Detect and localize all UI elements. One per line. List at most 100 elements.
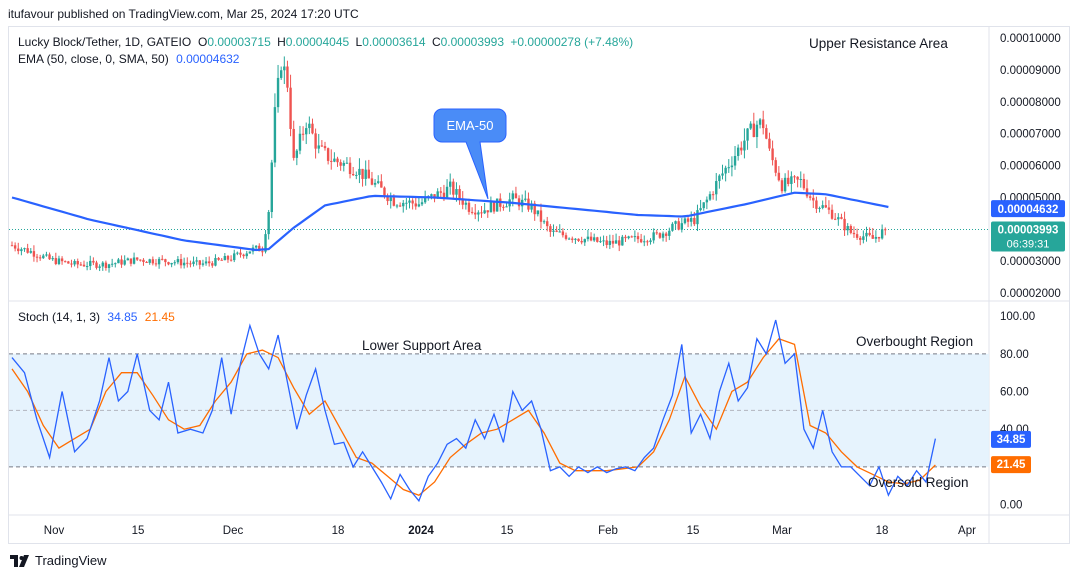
candle-body xyxy=(336,158,339,163)
candle-body xyxy=(126,258,130,261)
candle-body xyxy=(605,240,608,245)
candle-body xyxy=(733,156,737,166)
candle-body xyxy=(383,187,386,197)
candle-body xyxy=(110,263,114,265)
candle-body xyxy=(859,237,862,240)
candle-body xyxy=(98,266,101,268)
candle-body xyxy=(114,263,117,265)
candle-body xyxy=(668,230,671,236)
price-tick-label: 0.00002000 xyxy=(1000,288,1061,300)
legend-o-label: O xyxy=(198,35,207,49)
candle-body xyxy=(207,261,211,264)
candle-body xyxy=(270,162,273,213)
candle-body xyxy=(592,237,596,241)
candle-body xyxy=(771,148,774,161)
candle-body xyxy=(408,200,411,203)
published-header: itufavour published on TradingView.com, … xyxy=(8,7,359,21)
candle-body xyxy=(589,236,593,241)
candle-body xyxy=(157,258,161,265)
candle-body xyxy=(549,226,552,232)
candle-body xyxy=(652,232,655,241)
candle-body xyxy=(583,239,586,243)
time-tick-label: Mar xyxy=(772,525,792,537)
candle-body xyxy=(758,119,762,125)
candle-body xyxy=(489,202,493,213)
candle-body xyxy=(13,245,17,249)
candle-body xyxy=(449,181,452,187)
candle-body xyxy=(279,70,283,78)
time-tick-label: Feb xyxy=(598,525,618,537)
candle-body xyxy=(536,210,540,215)
candle-body xyxy=(367,169,371,179)
candle-body xyxy=(868,232,871,236)
candle-body xyxy=(245,253,248,257)
tradingview-footer[interactable]: TradingView xyxy=(10,553,107,568)
candle-body xyxy=(430,194,433,197)
candle-body xyxy=(608,240,612,245)
candle-body xyxy=(57,258,61,265)
candle-body xyxy=(405,202,408,204)
candle-body xyxy=(236,252,239,254)
candle-body xyxy=(574,238,577,240)
candle-body xyxy=(38,257,42,259)
candle-body xyxy=(254,245,258,248)
candle-body xyxy=(173,262,176,264)
candle-body xyxy=(179,259,183,266)
candle-body xyxy=(718,175,721,182)
legend-c: 0.00003993 xyxy=(441,35,505,49)
ema-callout[interactable]: EMA-50 xyxy=(433,108,507,200)
candle-body xyxy=(458,188,461,199)
candle-body xyxy=(812,197,815,201)
stoch-k-line xyxy=(11,319,937,503)
candle-body xyxy=(567,238,571,240)
legend-h-label: H xyxy=(277,35,286,49)
candle-body xyxy=(777,172,781,181)
candle-body xyxy=(402,202,405,207)
candle-body xyxy=(818,207,821,209)
chart-frame[interactable]: 0.000020000.000030000.000040000.00005000… xyxy=(8,26,1070,544)
candle-body xyxy=(317,145,320,149)
candle-body xyxy=(348,162,352,175)
candle-body xyxy=(445,186,449,198)
candle-body xyxy=(198,260,201,265)
chart-svg[interactable]: 0.000020000.000030000.000040000.00005000… xyxy=(9,27,1069,543)
candle-body xyxy=(621,236,624,246)
stoch-tick-label: 0.00 xyxy=(1000,500,1022,512)
candle-body xyxy=(182,262,186,266)
candle-body xyxy=(214,257,217,266)
candle-body xyxy=(161,258,164,260)
candle-body xyxy=(17,248,20,252)
legend-ema-label: EMA (50, close, 0, SMA, 50) xyxy=(18,52,169,66)
candle-body xyxy=(433,194,436,199)
candle-body xyxy=(837,217,840,220)
candle-body xyxy=(796,176,799,180)
candle-body xyxy=(614,240,618,244)
candle-body xyxy=(95,262,98,268)
candle-body xyxy=(377,181,380,183)
candle-body xyxy=(464,202,468,205)
candle-body xyxy=(104,262,108,269)
candle-body xyxy=(189,263,192,265)
candle-body xyxy=(452,181,455,195)
candle-body xyxy=(571,238,574,240)
candle-body xyxy=(361,168,364,179)
candle-body xyxy=(223,256,227,261)
stoch-d-badge-text: 21.45 xyxy=(997,459,1026,471)
candle-body xyxy=(217,257,220,260)
candle-body xyxy=(164,259,167,263)
candle-body xyxy=(824,205,827,208)
candle-body xyxy=(561,231,565,236)
time-tick-label: Nov xyxy=(44,525,65,537)
candle-body xyxy=(386,196,389,202)
candle-body xyxy=(389,197,392,202)
candle-body xyxy=(242,254,245,257)
candle-body xyxy=(461,198,464,205)
candle-body xyxy=(765,128,768,139)
candle-body xyxy=(602,240,605,242)
candle-body xyxy=(558,231,561,233)
candle-body xyxy=(35,256,39,258)
candle-body xyxy=(330,160,333,162)
candle-body xyxy=(655,232,658,234)
candle-body xyxy=(123,260,126,265)
candle-body xyxy=(326,148,330,161)
